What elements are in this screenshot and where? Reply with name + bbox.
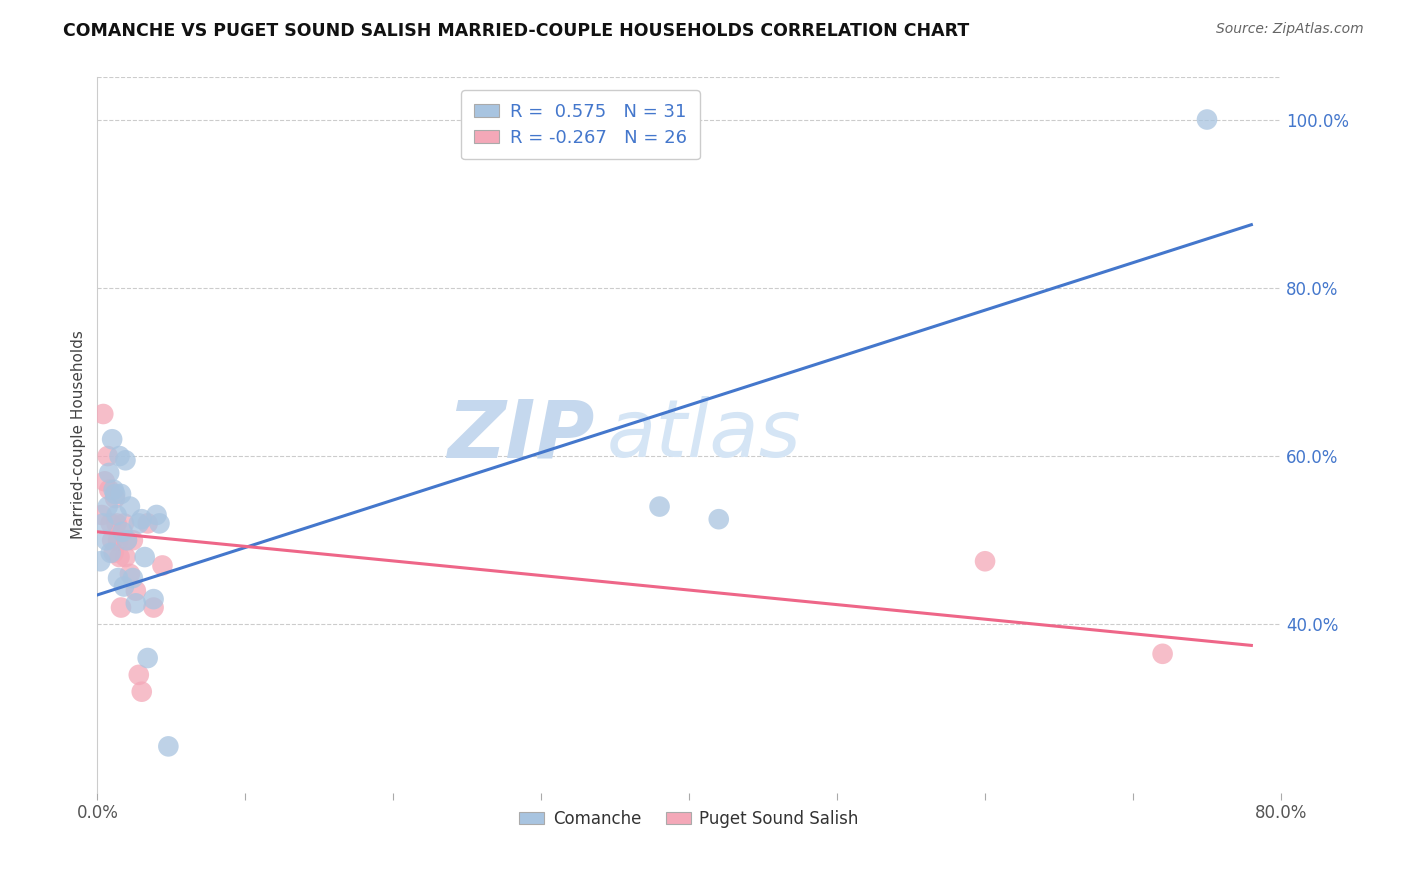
Point: [105, 516, 128, 531]
Point: [110, 487, 132, 501]
Point: [125, 596, 148, 610]
Y-axis label: Married-couple Households: Married-couple Households: [72, 331, 86, 540]
Point: [125, 583, 148, 598]
Text: COMANCHE VS PUGET SOUND SALISH MARRIED-COUPLE HOUSEHOLDS CORRELATION CHART: COMANCHE VS PUGET SOUND SALISH MARRIED-C…: [63, 22, 970, 40]
Point: [112, 516, 135, 531]
Point: [115, 533, 138, 548]
Text: atlas: atlas: [606, 396, 801, 474]
Point: [115, 533, 138, 548]
Point: [145, 508, 167, 522]
Point: [136, 516, 159, 531]
Point: [131, 512, 153, 526]
Text: Source: ZipAtlas.com: Source: ZipAtlas.com: [1216, 22, 1364, 37]
Point: [110, 600, 132, 615]
Point: [131, 684, 153, 698]
Point: [103, 483, 125, 497]
Point: [100, 516, 122, 531]
Point: [114, 550, 136, 565]
Point: [101, 533, 124, 548]
Point: [105, 508, 128, 522]
Text: ZIP: ZIP: [447, 396, 595, 474]
Point: [142, 600, 165, 615]
Point: [707, 512, 730, 526]
Point: [91, 516, 114, 531]
Point: [114, 453, 136, 467]
Point: [90, 508, 112, 522]
Point: [89, 554, 111, 568]
Point: [97, 500, 120, 514]
Point: [107, 533, 129, 548]
Point: [103, 546, 125, 560]
Point: [94, 475, 117, 489]
Point: [91, 407, 114, 421]
Point: [101, 432, 124, 446]
Point: [1152, 647, 1174, 661]
Point: [142, 592, 165, 607]
Point: [118, 566, 141, 581]
Point: [136, 651, 159, 665]
Point: [98, 466, 121, 480]
Point: [100, 546, 122, 560]
Point: [121, 533, 143, 548]
Legend: Comanche, Puget Sound Salish: Comanche, Puget Sound Salish: [513, 803, 866, 834]
Point: [98, 483, 121, 497]
Point: [121, 571, 143, 585]
Point: [108, 449, 131, 463]
Point: [128, 668, 150, 682]
Point: [97, 449, 120, 463]
Point: [1195, 112, 1218, 127]
Point: [104, 487, 127, 501]
Point: [107, 571, 129, 585]
Point: [96, 533, 118, 548]
Point: [104, 491, 127, 505]
Point: [974, 554, 997, 568]
Point: [152, 558, 174, 573]
Point: [157, 739, 180, 754]
Point: [108, 550, 131, 565]
Point: [111, 524, 134, 539]
Point: [128, 516, 150, 531]
Point: [148, 516, 170, 531]
Point: [112, 580, 135, 594]
Point: [134, 550, 156, 565]
Point: [118, 500, 141, 514]
Point: [648, 500, 671, 514]
